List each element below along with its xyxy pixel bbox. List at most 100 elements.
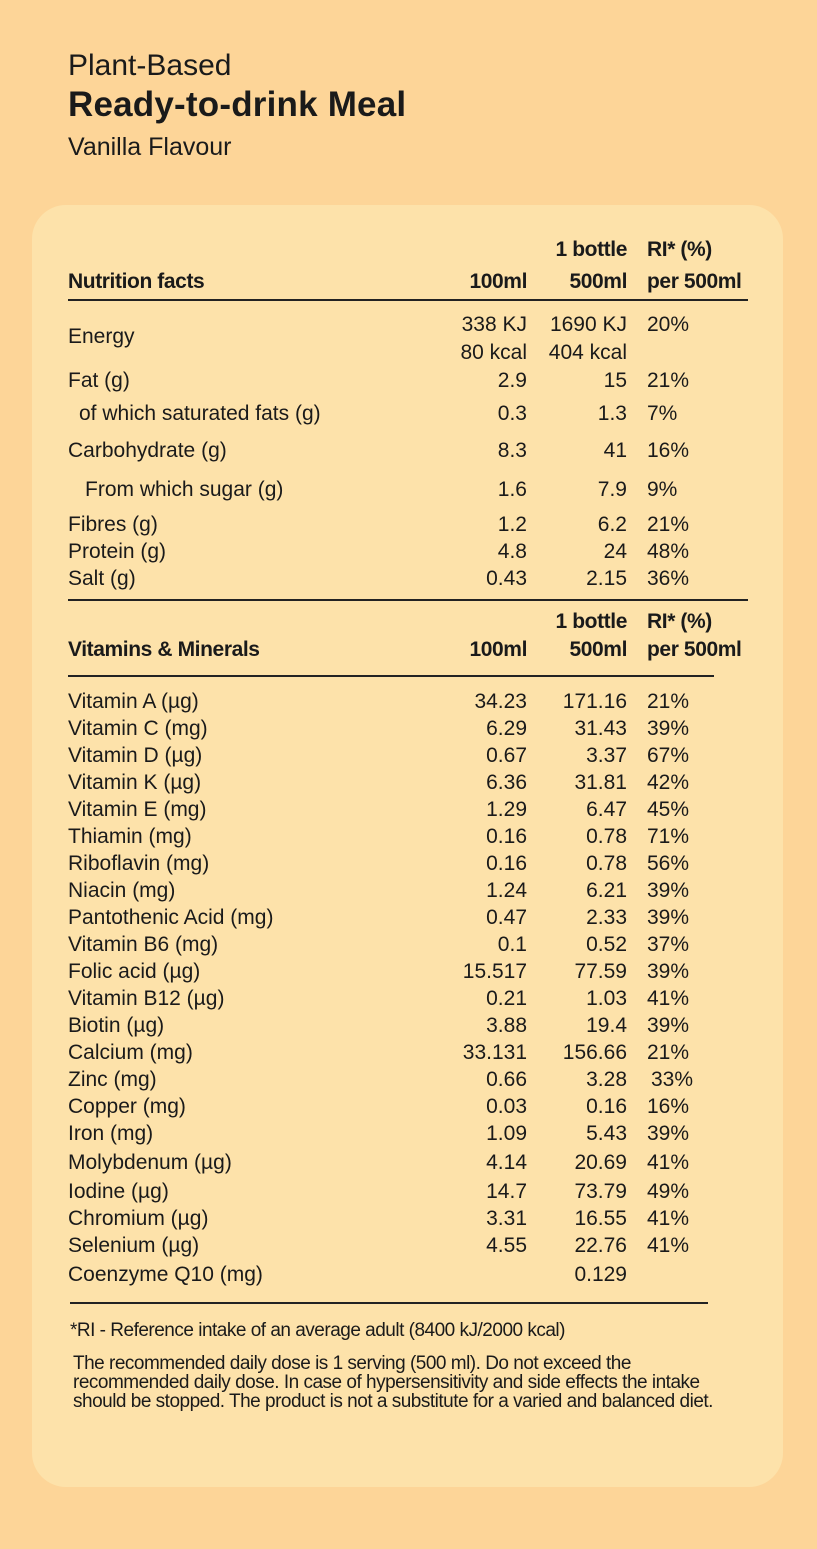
col-bottle-unit: 500ml (569, 270, 627, 293)
row-ri: 67% (647, 744, 690, 767)
row-ri: 33% (651, 1068, 694, 1091)
energy-kcal-100ml: 80 kcal (460, 341, 527, 364)
product-flavour: Vanilla Flavour (68, 133, 232, 161)
row-ri: 21% (647, 1041, 690, 1064)
row-ri: 39% (647, 879, 690, 902)
row-label: Iron (mg) (68, 1122, 154, 1145)
row-100ml: 1.29 (486, 798, 527, 821)
energy-kj-bottle: 1690 KJ (549, 313, 627, 336)
vitamins-header: 1 bottle RI* (%) Vitamins & Minerals 100… (0, 608, 817, 668)
row-label: Biotin (µg) (68, 1014, 165, 1037)
row-ri: 41% (647, 1207, 690, 1230)
row-label: Coenzyme Q10 (mg) (68, 1263, 263, 1286)
row-bottle: 31.81 (574, 771, 627, 794)
row-100ml: 15.517 (462, 960, 527, 983)
row-label: Niacin (mg) (68, 879, 176, 902)
row-100ml: 3.88 (486, 1014, 527, 1037)
row-label: Vitamin D (µg) (68, 744, 203, 767)
row-bottle: 171.16 (562, 690, 627, 713)
row-bottle: 0.129 (574, 1263, 627, 1286)
row-100ml: 0.47 (486, 906, 527, 929)
divider (68, 599, 748, 601)
row-label: Molybdenum (µg) (68, 1151, 232, 1174)
vitamins-heading: Vitamins & Minerals (68, 638, 260, 661)
row-100ml: 0.16 (486, 825, 527, 848)
nutrition-row: Salt (g) 0.43 2.15 36% (0, 565, 817, 592)
energy-label: Energy (68, 325, 135, 348)
row-ri: 36% (647, 567, 690, 590)
row-bottle: 6.21 (586, 879, 627, 902)
row-bottle: 22.76 (574, 1234, 627, 1257)
row-label: Zinc (mg) (68, 1068, 157, 1091)
row-bottle: 73.79 (574, 1180, 627, 1203)
row-label: Folic acid (µg) (68, 960, 201, 983)
row-100ml: 1.6 (497, 478, 527, 501)
row-100ml: 0.21 (486, 987, 527, 1010)
row-bottle: 2.33 (586, 906, 627, 929)
row-bottle: 24 (603, 540, 627, 563)
row-bottle: 1.03 (586, 987, 627, 1010)
row-ri: 41% (647, 987, 690, 1010)
row-ri: 45% (647, 798, 690, 821)
row-ri: 21% (647, 690, 690, 713)
row-bottle: 77.59 (574, 960, 627, 983)
nutrition-row: Protein (g) 4.8 24 48% (0, 538, 817, 565)
row-100ml: 0.1 (497, 933, 527, 956)
row-label: Chromium (µg) (68, 1207, 209, 1230)
row-label: Selenium (µg) (68, 1234, 200, 1257)
row-ri: 37% (647, 933, 690, 956)
row-label: Fat (g) (68, 369, 130, 392)
row-bottle: 15 (603, 369, 627, 392)
row-ri: 42% (647, 771, 690, 794)
col-ri-label: RI* (%) (647, 610, 712, 633)
row-ri: 48% (647, 540, 690, 563)
col-100ml-label: 100ml (469, 270, 527, 293)
row-100ml: 4.14 (486, 1151, 527, 1174)
row-100ml: 1.24 (486, 879, 527, 902)
col-bottle-label: 1 bottle (555, 610, 628, 633)
row-ri: 56% (647, 852, 690, 875)
row-ri: 39% (647, 1014, 690, 1037)
row-bottle: 7.9 (597, 478, 627, 501)
nutrition-heading: Nutrition facts (68, 270, 205, 293)
nutrition-row: of which saturated fats (g) 0.3 1.3 7% (0, 400, 817, 427)
energy-ri: 20% (647, 313, 690, 336)
row-ri: 49% (647, 1180, 690, 1203)
row-bottle: 156.66 (562, 1041, 627, 1064)
row-100ml: 8.3 (497, 439, 527, 462)
row-bottle: 6.47 (586, 798, 627, 821)
col-ri-unit: per 500ml (647, 638, 742, 661)
row-ri: 9% (647, 478, 678, 501)
row-ri: 39% (647, 960, 690, 983)
row-100ml: 0.16 (486, 852, 527, 875)
row-100ml: 3.31 (486, 1207, 527, 1230)
nutrition-row: Fibres (g) 1.2 6.2 21% (0, 511, 817, 538)
ri-footnote: *RI - Reference intake of an average adu… (70, 1320, 565, 1341)
row-ri: 39% (647, 717, 690, 740)
row-100ml: 4.8 (497, 540, 527, 563)
col-bottle-unit: 500ml (569, 638, 627, 661)
row-100ml: 1.2 (497, 513, 527, 536)
row-ri: 41% (647, 1234, 690, 1257)
row-label: Vitamin E (mg) (68, 798, 207, 821)
nutrition-row: Fat (g) 2.9 15 21% (0, 367, 817, 394)
col-ri-unit: per 500ml (647, 270, 742, 293)
row-100ml: 14.7 (486, 1180, 527, 1203)
energy-kj-100ml: 338 KJ (461, 313, 527, 336)
row-label: Fibres (g) (68, 513, 158, 536)
row-100ml: 0.67 (486, 744, 527, 767)
row-label: Vitamin K (µg) (68, 771, 202, 794)
row-bottle: 19.4 (586, 1014, 627, 1037)
nutrition-row: From which sugar (g) 1.6 7.9 9% (0, 476, 817, 503)
product-category: Plant-Based (68, 49, 232, 82)
row-label: Protein (g) (68, 540, 167, 563)
row-bottle: 6.2 (597, 513, 627, 536)
row-ri: 21% (647, 369, 690, 392)
row-label: Thiamin (mg) (68, 825, 192, 848)
row-bottle: 0.52 (586, 933, 627, 956)
row-label: Vitamin B12 (µg) (68, 987, 225, 1010)
row-label: Vitamin C (mg) (68, 717, 208, 740)
nutrition-header: 1 bottle RI* (%) Nutrition facts 100ml 5… (0, 236, 817, 296)
row-ri: 16% (647, 1095, 690, 1118)
row-bottle: 20.69 (574, 1151, 627, 1174)
